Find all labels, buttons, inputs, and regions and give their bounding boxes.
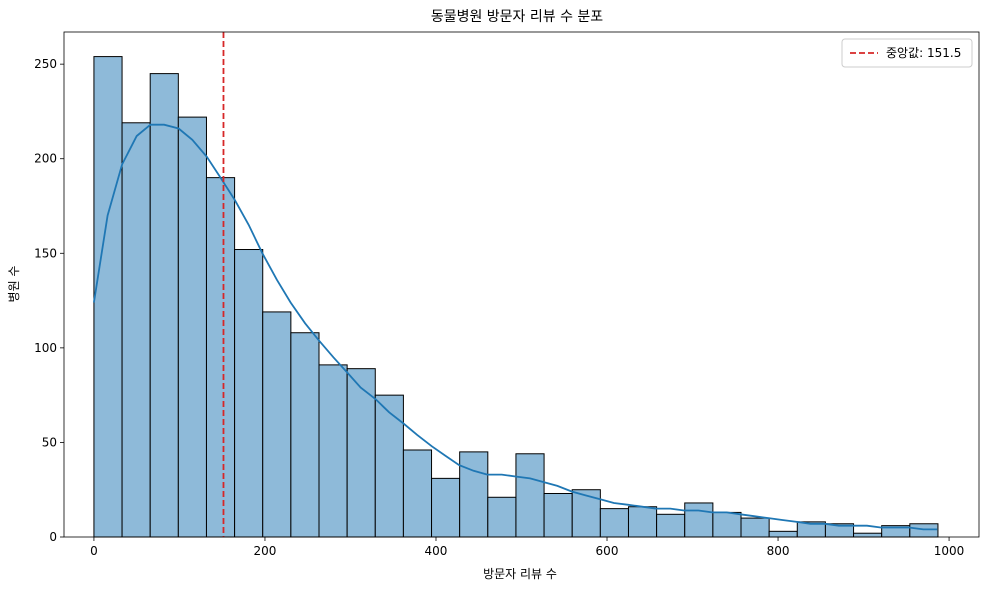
- axes-layer: [63, 31, 980, 538]
- plot-frame: [63, 31, 980, 538]
- x-tick-label: 1000: [934, 544, 965, 558]
- y-tick-label: 0: [49, 530, 57, 544]
- histogram-bar: [571, 489, 601, 538]
- x-tick-label: 0: [90, 544, 98, 558]
- histogram-bar: [374, 394, 404, 538]
- x-axis-label: 방문자 리뷰 수: [483, 567, 557, 581]
- y-tick-label: 150: [34, 246, 57, 260]
- histogram-bar: [459, 451, 489, 538]
- histogram-bar: [909, 523, 939, 538]
- x-tick-label: 600: [596, 544, 619, 558]
- legend: 중앙값: 151.5: [841, 38, 973, 68]
- y-tick-label: 50: [42, 435, 57, 449]
- histogram-bar: [627, 506, 658, 538]
- histogram-bar: [740, 517, 770, 538]
- histogram-bar: [768, 530, 798, 538]
- legend-median-label: 중앙값: 151.5: [886, 46, 961, 60]
- legend-box: [841, 38, 973, 68]
- x-tick-label: 200: [254, 544, 277, 558]
- y-tick-label: 250: [34, 57, 57, 71]
- histogram-bar: [431, 477, 461, 538]
- histogram-bar: [262, 311, 292, 538]
- histogram-bar: [656, 513, 686, 538]
- histogram-bar: [599, 508, 629, 538]
- chart-title: 동물병원 방문자 리뷰 수 분포: [431, 9, 603, 25]
- histogram-bar: [121, 122, 151, 538]
- kde-curve: [93, 123, 938, 531]
- histogram-bar: [318, 364, 348, 538]
- histogram-bar: [234, 249, 264, 538]
- bars-layer: [93, 56, 939, 538]
- y-tick-label: 200: [34, 152, 57, 166]
- histogram-bar: [402, 449, 433, 538]
- histogram-bar: [93, 56, 123, 538]
- histogram-bar: [543, 492, 573, 538]
- x-tick-label: 400: [425, 544, 448, 558]
- histogram-bar: [290, 332, 320, 538]
- histogram-bar: [712, 511, 742, 538]
- histogram-bar: [205, 177, 236, 538]
- histogram-bar: [346, 368, 376, 538]
- histogram-bar: [149, 73, 179, 538]
- histogram-bar: [515, 453, 545, 538]
- histogram-bar: [177, 116, 207, 538]
- kde-layer: [93, 123, 938, 531]
- y-tick-label: 100: [34, 341, 57, 355]
- ticks-layer: 0 200 400 600 800 1000 0 50 100 150 200 250: [34, 57, 964, 558]
- histogram-bar: [684, 502, 714, 538]
- y-axis-label: 병원 수: [7, 266, 21, 303]
- x-tick-label: 800: [767, 544, 790, 558]
- histogram-bar: [853, 532, 883, 538]
- histogram-bar: [487, 496, 517, 538]
